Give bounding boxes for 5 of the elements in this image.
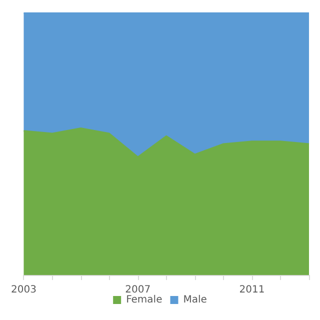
- legend-label: Female: [126, 294, 162, 306]
- legend-label: Male: [183, 294, 207, 306]
- x-tick-label: 2007: [125, 284, 151, 296]
- x-tick-label: 2011: [239, 284, 265, 296]
- x-tick-label: 2003: [11, 284, 36, 296]
